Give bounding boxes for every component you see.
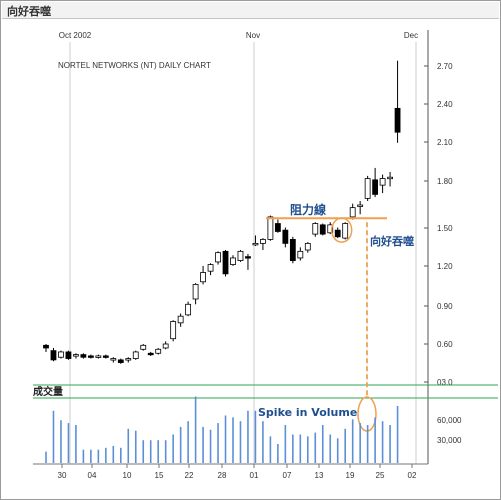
candle-body bbox=[155, 348, 162, 354]
candle-body bbox=[95, 355, 102, 358]
grid-layer bbox=[69, 42, 417, 464]
candle-body bbox=[282, 229, 289, 244]
candle-body bbox=[379, 178, 386, 186]
title-bar: 向好吞噬 bbox=[2, 2, 499, 19]
candle-body bbox=[230, 257, 236, 265]
candle-body bbox=[222, 250, 229, 275]
volume-tick-label: 60,000 bbox=[437, 416, 462, 425]
candle-body bbox=[170, 321, 177, 340]
candle-body bbox=[245, 256, 251, 259]
candle-body bbox=[87, 355, 94, 358]
candle-layer bbox=[43, 60, 401, 364]
candle-body bbox=[73, 354, 79, 357]
volume-spike-label: Spike in Volume bbox=[258, 406, 357, 419]
pattern-label: 向好吞噬 bbox=[370, 234, 414, 248]
x-tick-label: 02 bbox=[408, 471, 417, 480]
price-tick-label: 1.50 bbox=[437, 224, 453, 233]
x-tick-label: 04 bbox=[88, 471, 97, 480]
x-tick-label: 10 bbox=[123, 471, 132, 480]
candle-body bbox=[102, 355, 109, 358]
price-tick-label: 2.10 bbox=[437, 138, 453, 147]
x-tick-label: 19 bbox=[346, 471, 355, 480]
candle-body bbox=[319, 224, 326, 235]
candle-body bbox=[200, 272, 206, 283]
candle-body bbox=[334, 229, 341, 238]
candle-body bbox=[274, 223, 281, 232]
candle-body bbox=[50, 350, 57, 361]
candle-body bbox=[80, 354, 87, 358]
candle-body bbox=[140, 344, 147, 350]
candle-body bbox=[252, 242, 259, 246]
x-tick-label: 22 bbox=[185, 471, 194, 480]
candle-body bbox=[110, 358, 117, 361]
candle-body bbox=[304, 242, 311, 251]
candle-body bbox=[237, 250, 244, 261]
candle-body bbox=[147, 352, 154, 356]
month-label: Dec bbox=[404, 31, 418, 40]
candle-body bbox=[207, 264, 214, 272]
candle-body bbox=[297, 250, 304, 259]
candle-body bbox=[43, 344, 49, 349]
candle-body bbox=[260, 239, 266, 244]
price-tick-label: 0.90 bbox=[437, 302, 453, 311]
candle-body bbox=[357, 204, 364, 207]
volume-layer bbox=[45, 396, 399, 463]
candle-body bbox=[394, 107, 401, 133]
volume-label: 成交量 bbox=[33, 385, 63, 398]
axis-layer: Oct 2002 Nov Dec NORTEL NETWORKS (NT) DA… bbox=[33, 30, 498, 480]
price-tick-label: 1.20 bbox=[437, 262, 453, 271]
candle-body bbox=[215, 252, 221, 263]
price-tick-label: 2.40 bbox=[437, 100, 453, 109]
page-title: 向好吞噬 bbox=[7, 5, 51, 18]
resistance-label: 阻力線 bbox=[290, 202, 326, 217]
price-tick-label: 1.80 bbox=[437, 177, 453, 186]
candle-body bbox=[65, 351, 72, 359]
pattern-highlight bbox=[330, 217, 353, 243]
candle-body bbox=[192, 284, 199, 300]
candle-body bbox=[177, 315, 184, 324]
x-tick-label: 30 bbox=[58, 471, 67, 480]
candle-body bbox=[132, 351, 139, 359]
candle-body bbox=[125, 358, 132, 361]
month-label: Nov bbox=[246, 31, 260, 40]
candle-body bbox=[327, 224, 334, 234]
candle-body bbox=[289, 239, 296, 262]
x-tick-label: 25 bbox=[376, 471, 385, 480]
candle-body bbox=[162, 343, 169, 349]
candle-body bbox=[312, 223, 319, 235]
month-label: Oct 2002 bbox=[59, 31, 92, 40]
price-tick-label: 0.60 bbox=[437, 340, 453, 349]
candle-body bbox=[387, 176, 393, 180]
x-tick-label: 15 bbox=[155, 471, 164, 480]
candle-body bbox=[372, 179, 379, 195]
annotation-layer: 阻力線 向好吞噬 成交量 Spike in Volume bbox=[33, 202, 414, 432]
candle-body bbox=[364, 178, 371, 199]
volume-tick-label: 30,000 bbox=[437, 436, 462, 445]
x-tick-label: 07 bbox=[283, 471, 292, 480]
candle-body bbox=[117, 359, 124, 363]
x-tick-label: 28 bbox=[218, 471, 227, 480]
candle-body bbox=[267, 216, 274, 240]
price-tick-label: 2.70 bbox=[437, 62, 453, 71]
x-tick-label: 13 bbox=[315, 471, 324, 480]
chart-title: NORTEL NETWORKS (NT) DAILY CHART bbox=[58, 61, 211, 70]
candle-body bbox=[58, 351, 64, 358]
candle-body bbox=[349, 207, 356, 218]
price-tick-label: 03.0 bbox=[437, 378, 453, 387]
x-tick-label: 01 bbox=[250, 471, 259, 480]
candle-body bbox=[185, 303, 192, 316]
candle-body bbox=[342, 223, 349, 239]
